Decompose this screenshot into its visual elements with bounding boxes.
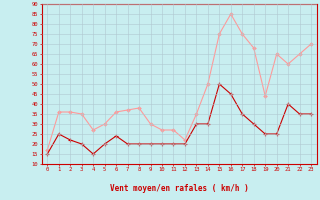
- X-axis label: Vent moyen/en rafales ( km/h ): Vent moyen/en rafales ( km/h ): [110, 184, 249, 193]
